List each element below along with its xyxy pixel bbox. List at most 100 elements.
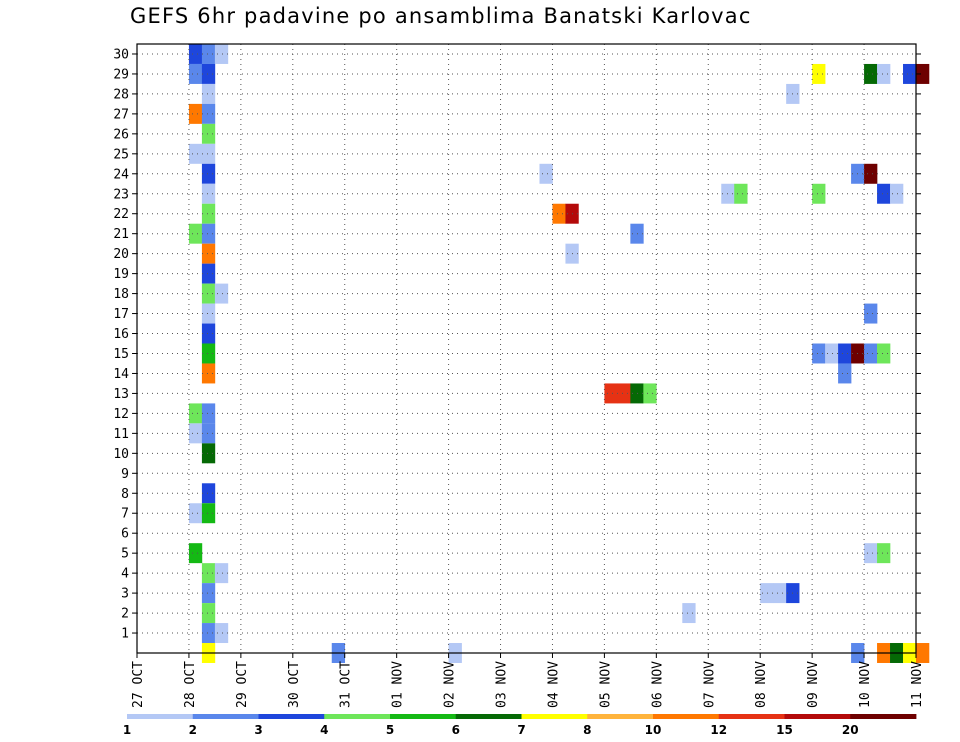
x-tick-label: 28 OCT bbox=[183, 661, 198, 708]
legend-swatch bbox=[455, 714, 522, 719]
y-tick-label: 14 bbox=[113, 367, 129, 382]
legend-swatch bbox=[192, 714, 259, 719]
legend-label: 1 bbox=[123, 723, 131, 737]
x-tick-label: 05 NOV bbox=[598, 661, 613, 708]
legend-label: 7 bbox=[517, 723, 525, 737]
data-cell bbox=[201, 303, 216, 324]
data-cell bbox=[188, 44, 203, 64]
legend-label: 3 bbox=[254, 723, 262, 737]
x-tick-label: 09 NOV bbox=[806, 661, 821, 708]
y-tick-label: 25 bbox=[113, 147, 129, 162]
y-tick-label: 19 bbox=[113, 267, 129, 282]
data-cell bbox=[214, 44, 229, 64]
x-tick-label: 29 OCT bbox=[235, 661, 250, 708]
data-cell bbox=[617, 383, 631, 404]
data-cell bbox=[214, 623, 229, 644]
data-cell bbox=[201, 403, 216, 424]
legend-swatch bbox=[258, 714, 325, 719]
data-cell bbox=[838, 343, 852, 364]
data-cell bbox=[188, 223, 203, 244]
data-cell bbox=[201, 603, 216, 624]
data-cell bbox=[201, 63, 216, 84]
y-tick-label: 28 bbox=[113, 87, 129, 102]
x-tick-label: 06 NOV bbox=[650, 661, 665, 708]
data-cell bbox=[201, 123, 216, 144]
x-tick-label: 02 NOV bbox=[443, 661, 458, 708]
data-cell bbox=[201, 83, 216, 104]
data-cell bbox=[838, 363, 852, 384]
data-cell bbox=[188, 103, 203, 124]
y-tick-label: 23 bbox=[113, 187, 129, 202]
x-tick-label: 08 NOV bbox=[754, 661, 769, 708]
data-cell bbox=[201, 363, 216, 384]
data-cell bbox=[188, 403, 203, 424]
data-cell bbox=[890, 183, 904, 204]
data-cell bbox=[188, 503, 203, 524]
data-cell bbox=[864, 303, 878, 324]
y-tick-label: 22 bbox=[113, 207, 129, 222]
grid-layer bbox=[137, 44, 916, 653]
y-tick-label: 21 bbox=[113, 227, 129, 242]
data-cell bbox=[188, 423, 203, 444]
data-cell bbox=[201, 583, 216, 604]
x-tick-label: 03 NOV bbox=[495, 661, 510, 708]
y-tick-label: 8 bbox=[121, 487, 129, 502]
data-cell bbox=[188, 63, 203, 84]
y-tick-label: 17 bbox=[113, 307, 129, 322]
x-tick-label: 10 NOV bbox=[858, 661, 873, 708]
data-cell bbox=[201, 503, 216, 524]
legend-swatch bbox=[784, 714, 851, 719]
data-cell bbox=[201, 103, 216, 124]
y-tick-label: 2 bbox=[121, 607, 129, 622]
plot-border bbox=[136, 43, 917, 654]
legend-swatch bbox=[390, 714, 457, 719]
legend-swatch bbox=[521, 714, 588, 719]
y-tick-label: 5 bbox=[121, 547, 129, 562]
cells-layer bbox=[188, 44, 930, 663]
data-cell bbox=[864, 343, 878, 364]
x-tick-label: 31 OCT bbox=[339, 661, 354, 708]
data-cell bbox=[188, 543, 203, 564]
data-cell bbox=[214, 283, 229, 304]
data-cell bbox=[201, 483, 216, 504]
plot-frame bbox=[136, 43, 917, 654]
data-cell bbox=[201, 563, 216, 584]
y-tick-label: 20 bbox=[113, 247, 129, 262]
legend-label: 4 bbox=[320, 723, 328, 737]
y-tick-label: 9 bbox=[121, 467, 129, 482]
data-cell bbox=[201, 163, 216, 184]
chart-title: GEFS 6hr padavine po ansamblima Banatski… bbox=[130, 4, 752, 28]
legend-swatch bbox=[324, 714, 391, 719]
y-tick-label: 26 bbox=[113, 127, 129, 142]
legend-label: 5 bbox=[386, 723, 394, 737]
legend-swatch bbox=[127, 714, 194, 719]
x-tick-label: 27 OCT bbox=[131, 661, 146, 708]
x-tick-label: 11 NOV bbox=[910, 661, 925, 708]
x-tick-label: 04 NOV bbox=[546, 661, 561, 708]
y-axis: 1234567891011121314151617181920212223242… bbox=[113, 47, 921, 642]
x-tick-label: 07 NOV bbox=[702, 661, 717, 708]
data-cell bbox=[201, 283, 216, 304]
x-tick-label: 30 OCT bbox=[287, 661, 302, 708]
y-tick-label: 24 bbox=[113, 167, 129, 182]
data-cell bbox=[877, 343, 891, 364]
legend-swatch bbox=[653, 714, 720, 719]
data-cell bbox=[864, 543, 878, 564]
legend-label: 10 bbox=[645, 723, 662, 737]
data-cell bbox=[201, 183, 216, 204]
y-tick-label: 18 bbox=[113, 287, 129, 302]
data-cell bbox=[812, 183, 826, 204]
legend-label: 15 bbox=[776, 723, 793, 737]
data-cell bbox=[643, 383, 657, 404]
data-cell bbox=[812, 63, 826, 84]
data-cell bbox=[201, 203, 216, 224]
data-cell bbox=[539, 163, 553, 184]
data-cell bbox=[916, 63, 930, 84]
data-cell bbox=[201, 143, 216, 164]
y-tick-label: 12 bbox=[113, 407, 129, 422]
data-cell bbox=[760, 583, 774, 604]
y-tick-label: 11 bbox=[113, 427, 129, 442]
legend-swatch bbox=[718, 714, 785, 719]
data-cell bbox=[916, 643, 930, 663]
